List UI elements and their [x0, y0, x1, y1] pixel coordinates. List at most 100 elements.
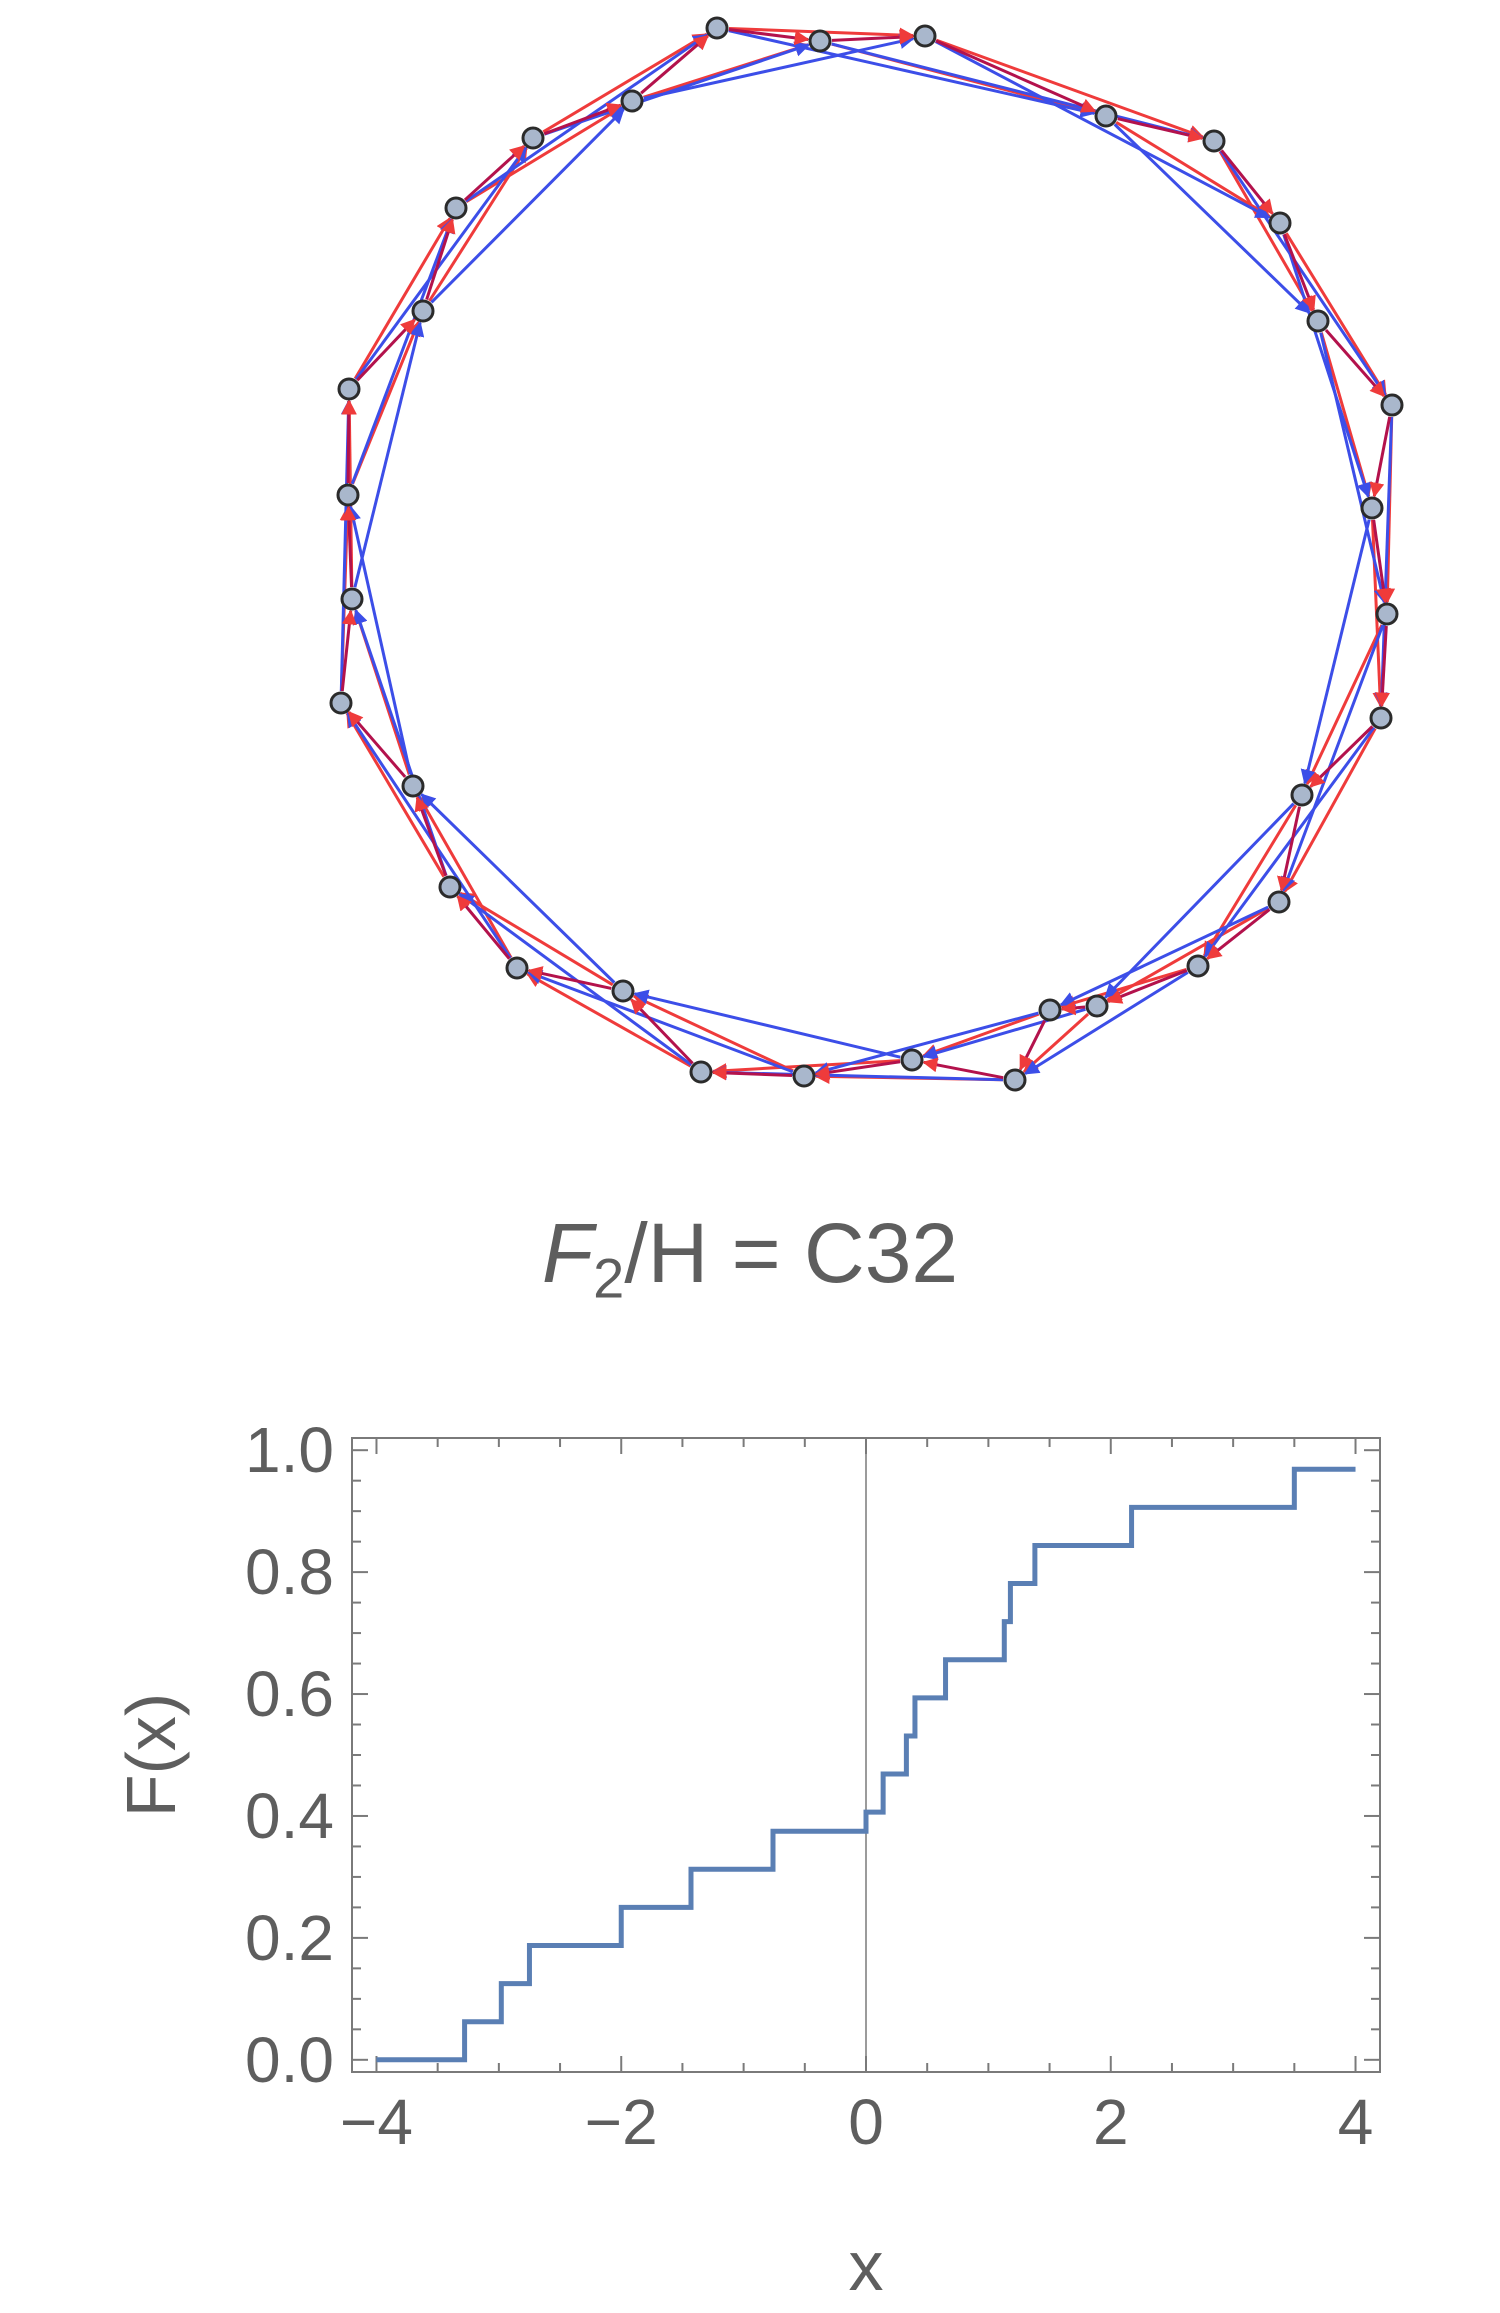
graph-node [1003, 1068, 1027, 1092]
caption-rest: /H = C32 [624, 1206, 959, 1300]
graph-node [444, 196, 468, 220]
overlap-edge [527, 966, 612, 990]
graph-node [336, 483, 360, 507]
blue-edge [1282, 233, 1372, 499]
blue-edge [350, 217, 455, 485]
blue-edge [430, 108, 625, 304]
cdf-step-line [376, 1466, 1356, 2063]
red-edge [465, 105, 624, 204]
blue-edge [1059, 905, 1269, 1007]
overlap-edge [1309, 725, 1374, 788]
graph-node [337, 377, 361, 401]
graph-node [438, 875, 462, 899]
graph-node [1085, 994, 1109, 1018]
graph-node [329, 691, 353, 715]
blue-edge [1219, 150, 1387, 397]
overlap-edge [935, 39, 1097, 113]
graph-node [1094, 104, 1118, 128]
y-tick-label: 1.0 [245, 1414, 334, 1486]
red-edge [353, 217, 452, 380]
graph-node [1306, 309, 1330, 333]
red-edge [921, 1012, 1040, 1059]
red-edge [1285, 232, 1387, 397]
nodes [329, 16, 1404, 1092]
overlap-edge [922, 1057, 1004, 1080]
blue-edge [643, 34, 915, 100]
overlap-edge [1117, 117, 1204, 143]
graph-node [1186, 954, 1210, 978]
red-edge [417, 795, 513, 959]
y-axis-title: F(x) [112, 1693, 190, 1817]
overlap-edge [1324, 329, 1386, 398]
red-edge [1283, 727, 1377, 893]
graph-node [900, 1048, 924, 1072]
graph-node [340, 587, 364, 611]
x-tick-label: −2 [585, 2086, 658, 2158]
y-tick-label: 0.4 [245, 1780, 334, 1852]
overlap-edge [414, 795, 448, 877]
graph-node [1038, 998, 1062, 1022]
blue-edge [728, 29, 1096, 118]
overlap-edge [1282, 233, 1316, 312]
red-edge [542, 32, 708, 134]
red-edge [526, 972, 692, 1068]
y-tick-labels: 0.0 0.2 0.4 0.6 0.8 1.0 [245, 1414, 334, 2096]
blue-edge [346, 505, 412, 775]
graph-node [1375, 602, 1399, 626]
overlap-edge [340, 609, 357, 692]
overlap-edge [831, 29, 915, 45]
blue-edge [1203, 726, 1376, 958]
red-edge [1115, 121, 1272, 218]
red-edge [1305, 624, 1384, 786]
blue-edge [633, 989, 901, 1059]
y-tick-label: 0.8 [245, 1536, 334, 1608]
graph-caption: F2/H = C32 [0, 1205, 1500, 1311]
blue-edge [1104, 802, 1295, 999]
graph-node [505, 956, 529, 980]
overlap-edge [1106, 969, 1188, 1004]
overlap-edge [1019, 1020, 1046, 1071]
overlap-edge [341, 505, 357, 588]
blue-edge [353, 321, 425, 588]
graph-node [808, 29, 832, 53]
graph-node [913, 24, 937, 48]
edges [339, 26, 1396, 1084]
caption-f: F [541, 1206, 594, 1300]
graph-node [1202, 129, 1226, 153]
blue-edge [1300, 519, 1371, 785]
y-tick-label: 0.0 [245, 2024, 334, 2096]
overlap-edge [356, 318, 416, 382]
graph-node [1369, 706, 1393, 730]
graph-node [705, 16, 729, 40]
x-tick-label: 4 [1338, 2086, 1374, 2158]
blue-edge [543, 42, 811, 136]
blue-edge [1319, 332, 1389, 604]
overlap-edge [1372, 519, 1391, 604]
red-edge [935, 38, 1205, 140]
overlap-edge [341, 399, 357, 484]
blue-edge [346, 711, 512, 959]
graph-node [1290, 783, 1314, 807]
graph-node [411, 299, 435, 323]
blue-edge [831, 42, 1204, 142]
graph-node [401, 774, 425, 798]
overlap-edge [728, 28, 810, 46]
graph-node [689, 1060, 713, 1084]
overlap-edge [1374, 625, 1390, 708]
graph-node [620, 89, 644, 113]
blue-edge [420, 793, 616, 984]
overlap-edge [543, 102, 623, 136]
y-tick-label: 0.6 [245, 1658, 334, 1730]
graph-node [1267, 890, 1291, 914]
graph-node [1268, 211, 1292, 235]
overlap-edge [1277, 806, 1301, 892]
overlap-edge [347, 710, 407, 778]
graph-node [521, 126, 545, 150]
blue-edge [354, 146, 528, 381]
graph-node [611, 979, 635, 1003]
x-tick-labels: −4 −2 0 2 4 [340, 2086, 1373, 2158]
x-axis-title: x [849, 2227, 884, 2305]
red-edge [458, 891, 614, 987]
red-edge [345, 712, 446, 878]
